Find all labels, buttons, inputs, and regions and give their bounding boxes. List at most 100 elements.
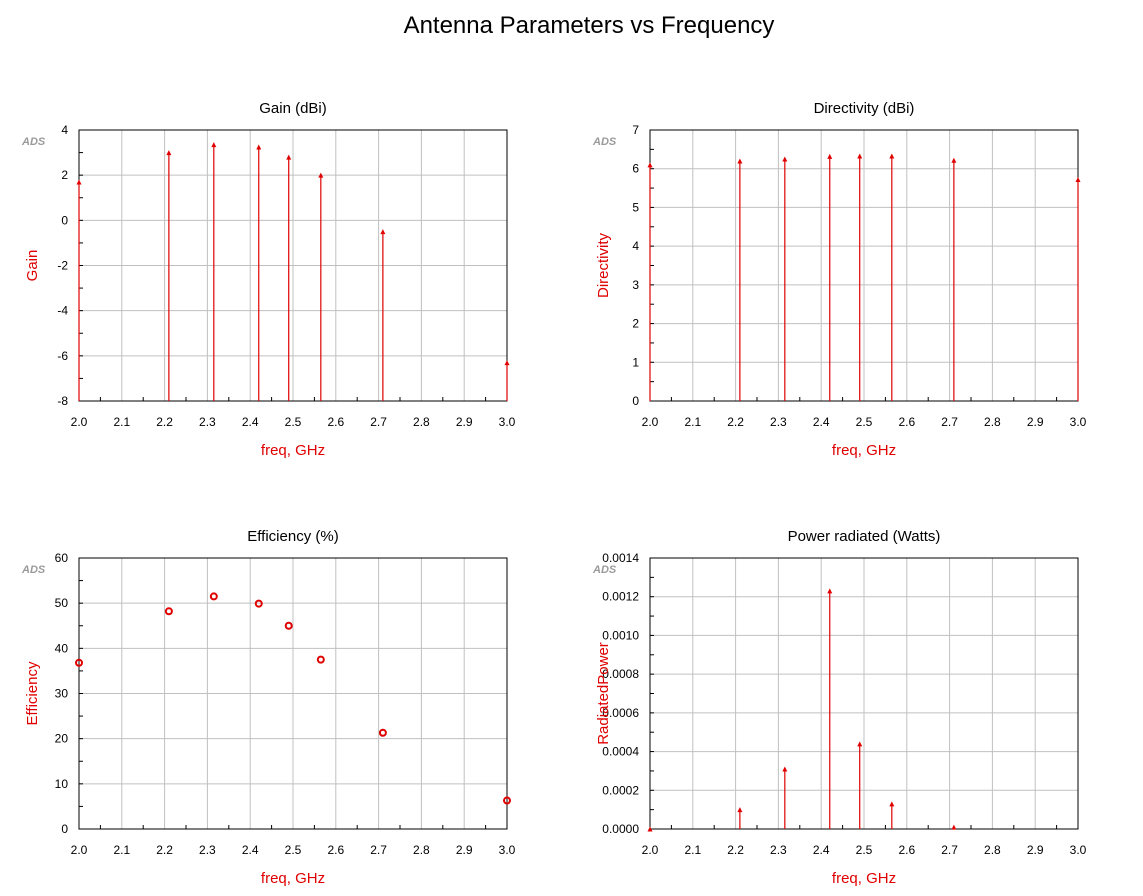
x-tick-label: 2.7	[370, 415, 387, 429]
data-point	[782, 766, 788, 772]
data-point	[857, 741, 863, 747]
x-tick-label: 2.3	[770, 843, 787, 857]
y-tick-label: 0.0012	[602, 590, 639, 604]
data-point	[380, 229, 386, 235]
x-tick-label: 2.8	[413, 843, 430, 857]
chart-title: Gain (dBi)	[259, 100, 327, 117]
plot-frame	[78, 557, 508, 830]
x-tick-label: 2.5	[285, 843, 302, 857]
x-tick-label: 2.7	[941, 415, 958, 429]
y-tick-label: 20	[55, 732, 69, 746]
chart-2: Directivity (dBi) ADS 2.0 2.1 2.2 2.3 2.4 2.5 2.…	[592, 100, 1087, 459]
x-tick-label: 2.0	[642, 843, 659, 857]
data-point	[827, 588, 833, 594]
data-point	[166, 150, 172, 156]
x-tick-label: 2.4	[813, 415, 830, 429]
y-tick-label: 0	[632, 394, 639, 408]
plot-frame	[649, 557, 1079, 830]
y-tick-label: 10	[55, 777, 69, 791]
y-tick-label: 0.0008	[602, 667, 639, 681]
data-point	[318, 172, 324, 178]
x-tick-label: 2.6	[327, 843, 344, 857]
y-tick-label: 5	[632, 200, 639, 214]
x-tick-label: 2.7	[941, 843, 958, 857]
data-point	[737, 158, 743, 164]
data-point	[889, 153, 895, 159]
ads-watermark: ADS	[21, 564, 46, 576]
y-axis-label: Efficiency	[24, 661, 41, 725]
chart-1: Gain (dBi) ADS 2.0 2.1 2.2 2.3 2.4 2.5 2.6 2.7 2.8…	[21, 100, 516, 459]
data-point	[254, 599, 263, 608]
y-tick-label: 0	[61, 213, 68, 227]
x-tick-label: 2.7	[370, 843, 387, 857]
x-tick-label: 2.6	[898, 843, 915, 857]
data-point	[76, 179, 82, 185]
data-point	[951, 157, 957, 163]
y-tick-label: 0.0002	[602, 783, 639, 797]
x-tick-label: 2.2	[156, 843, 173, 857]
x-tick-label: 2.5	[285, 415, 302, 429]
x-axis-label: freq, GHz	[261, 870, 325, 887]
x-tick-label: 2.9	[1027, 843, 1044, 857]
data-point	[889, 801, 895, 807]
x-tick-label: 2.2	[727, 843, 744, 857]
data-point	[503, 796, 511, 805]
y-tick-label: 30	[55, 687, 69, 701]
y-tick-label: 0.0010	[602, 628, 639, 642]
y-tick-label: 0.0000	[602, 822, 639, 836]
data-point	[256, 144, 262, 150]
data-point	[647, 162, 653, 168]
chart-title: Power radiated (Watts)	[788, 528, 941, 545]
y-axis-label: Gain	[24, 250, 41, 282]
chart-4: Power radiated (Watts) ADS 2.0 2.1 2.2 2.3 2.4…	[592, 528, 1087, 887]
x-tick-label: 2.9	[456, 843, 473, 857]
ads-watermark: ADS	[592, 136, 617, 148]
x-tick-label: 2.1	[113, 415, 130, 429]
y-tick-label: 0.0006	[602, 706, 639, 720]
ads-watermark: ADS	[21, 136, 46, 148]
y-tick-label: -6	[57, 349, 68, 363]
y-tick-label: 0.0014	[602, 551, 639, 565]
x-tick-label: 3.0	[499, 843, 516, 857]
data-point	[316, 655, 325, 664]
data-point	[378, 728, 387, 737]
x-tick-label: 2.0	[642, 415, 659, 429]
y-tick-label: 7	[632, 123, 639, 137]
x-axis-label: freq, GHz	[261, 442, 325, 459]
x-tick-label: 2.4	[242, 415, 259, 429]
x-tick-label: 2.5	[856, 415, 873, 429]
x-tick-label: 2.8	[984, 843, 1001, 857]
x-tick-label: 2.3	[199, 415, 216, 429]
data-point	[737, 807, 743, 813]
y-tick-label: 60	[55, 551, 69, 565]
y-tick-label: 0	[61, 822, 68, 836]
data-point	[209, 592, 218, 601]
y-tick-label: 4	[61, 123, 68, 137]
y-tick-label: -8	[57, 394, 68, 408]
x-tick-label: 3.0	[1070, 415, 1087, 429]
page-title: Antenna Parameters vs Frequency	[403, 12, 775, 39]
y-tick-label: 2	[632, 317, 639, 331]
data-point	[782, 156, 788, 162]
x-tick-label: 3.0	[1070, 843, 1087, 857]
x-tick-label: 2.8	[984, 415, 1001, 429]
y-tick-label: -2	[57, 259, 68, 273]
data-point	[647, 826, 653, 832]
x-tick-label: 2.3	[770, 415, 787, 429]
x-tick-label: 2.0	[71, 843, 88, 857]
y-tick-label: -4	[57, 304, 68, 318]
x-tick-label: 2.1	[113, 843, 130, 857]
y-tick-label: 0.0004	[602, 745, 639, 759]
chart-title: Efficiency (%)	[247, 528, 338, 545]
data-point	[951, 824, 957, 830]
x-tick-label: 2.5	[856, 843, 873, 857]
chart-title: Directivity (dBi)	[814, 100, 915, 117]
y-tick-label: 4	[632, 239, 639, 253]
x-tick-label: 2.9	[456, 415, 473, 429]
x-tick-label: 2.9	[1027, 415, 1044, 429]
data-point	[1075, 177, 1081, 183]
x-tick-label: 2.4	[242, 843, 259, 857]
x-tick-label: 2.4	[813, 843, 830, 857]
data-point	[286, 154, 292, 160]
x-tick-label: 3.0	[499, 415, 516, 429]
